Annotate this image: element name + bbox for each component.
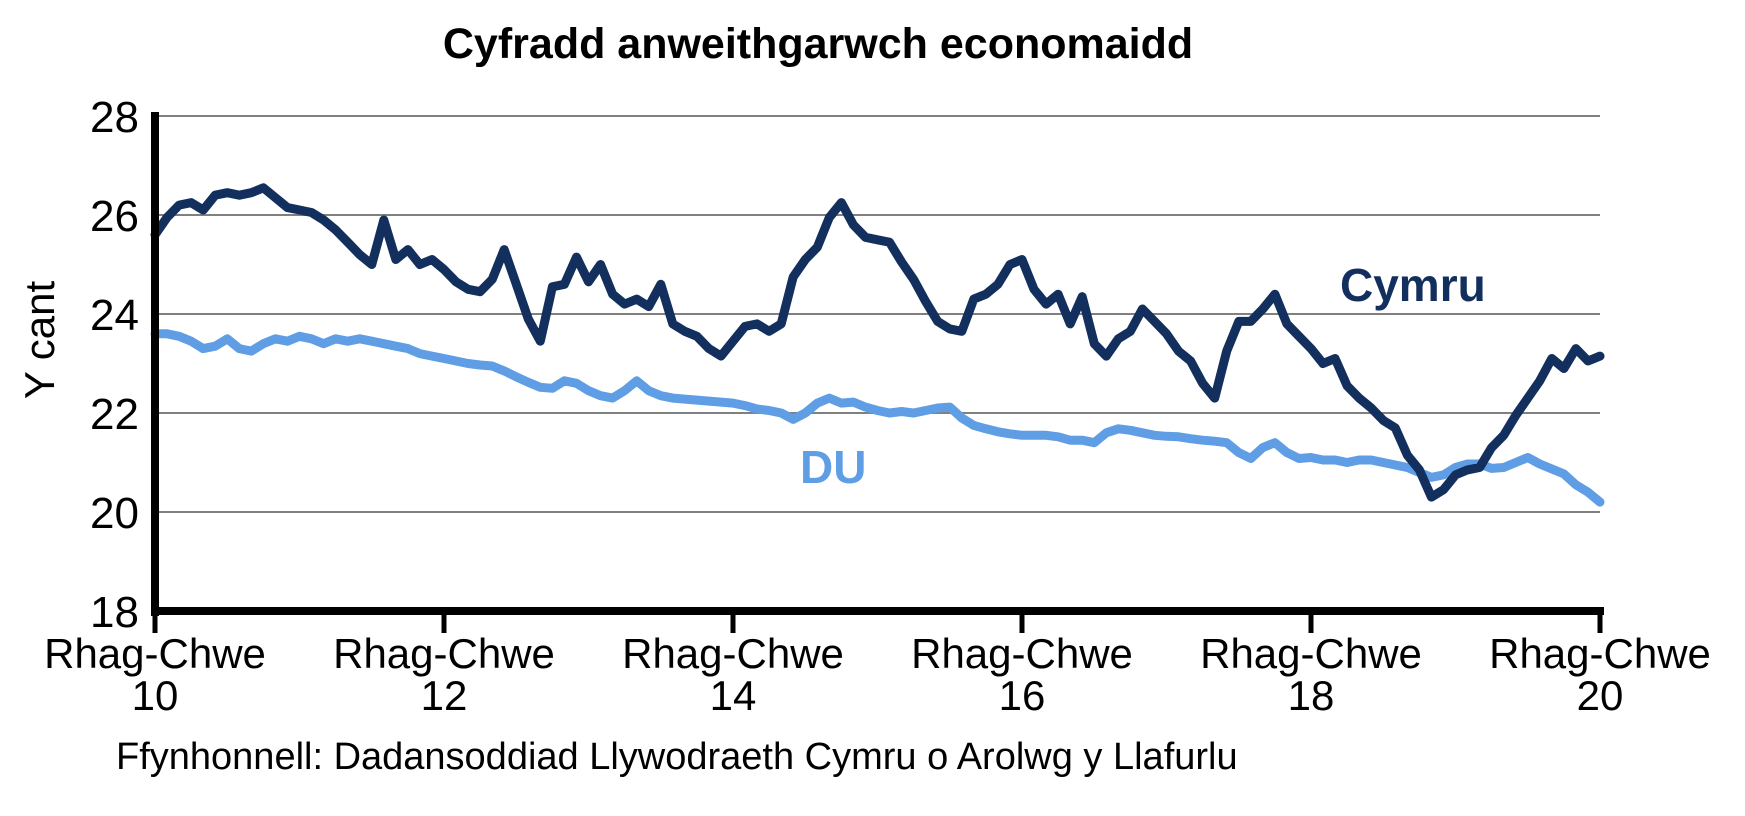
x-tick-label-period-18: Rhag-Chwe (1200, 630, 1422, 677)
x-tick-label-period-16: Rhag-Chwe (911, 630, 1133, 677)
y-tick-label-26: 26 (90, 192, 139, 241)
x-tick-label-period-12: Rhag-Chwe (333, 630, 555, 677)
series-label-cymru: Cymru (1340, 259, 1486, 311)
x-tick-label-year-20: 20 (1577, 672, 1624, 719)
x-tick-label-year-14: 14 (710, 672, 757, 719)
y-tick-label-22: 22 (90, 390, 139, 439)
x-tick-label-period-20: Rhag-Chwe (1489, 630, 1711, 677)
source-attribution: Ffynhonnell: Dadansoddiad Llywodraeth Cy… (116, 736, 1238, 778)
x-tick-label-year-12: 12 (421, 672, 468, 719)
chart-title: Cyfradd anweithgarwch economaidd (442, 20, 1194, 68)
y-tick-label-18: 18 (90, 588, 139, 637)
y-tick-label-24: 24 (90, 291, 139, 340)
y-tick-label-28: 28 (90, 93, 139, 142)
x-tick-label-period-14: Rhag-Chwe (622, 630, 844, 677)
x-tick-label-year-18: 18 (1288, 672, 1335, 719)
series-label-du: DU (800, 441, 867, 493)
y-axis-title: Y cant (16, 280, 63, 400)
y-tick-label-20: 20 (90, 489, 139, 538)
series-line-du (150, 329, 1605, 507)
x-tick-label-period-10: Rhag-Chwe (44, 630, 266, 677)
x-tick-label-year-10: 10 (132, 672, 179, 719)
series-line-cymru (150, 183, 1605, 502)
x-tick-label-year-16: 16 (999, 672, 1046, 719)
